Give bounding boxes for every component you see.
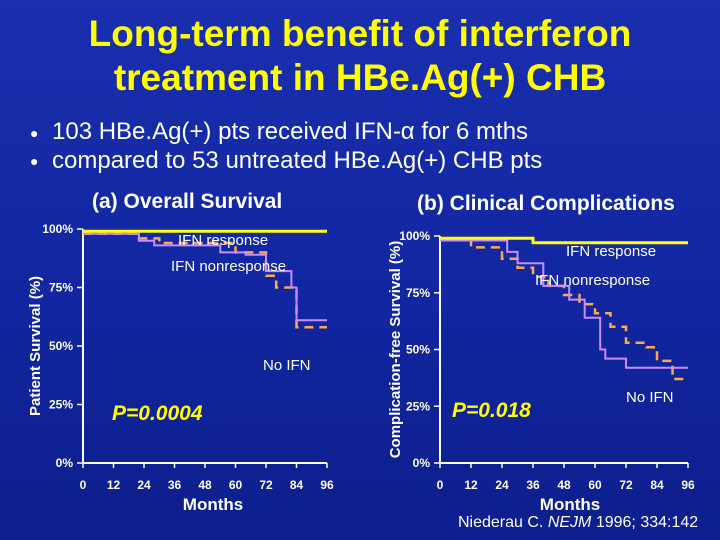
chart-a-y-tick-label: 25% — [49, 398, 73, 412]
chart-a-y-tick-label: 0% — [56, 456, 74, 470]
chart-b-x-tick-label: 0 — [437, 478, 444, 492]
chart-b-x-tick-label: 96 — [681, 478, 695, 492]
bullet-list: ● 103 HBe.Ag(+) pts received IFN-α for 6 … — [30, 118, 542, 175]
chart-a-y-axis-label: Patient Survival (%) — [27, 276, 44, 416]
chart-b-x-tick-label: 72 — [619, 478, 633, 492]
chart-b-x-tick-label: 48 — [557, 478, 571, 492]
bullet-item-1: ● 103 HBe.Ag(+) pts received IFN-α for 6 … — [30, 118, 542, 147]
chart-a-y-tick-label: 100% — [42, 222, 73, 236]
chart-b-y-tick-label: 75% — [406, 286, 430, 300]
chart-a-x-tick-label: 72 — [259, 478, 273, 492]
chart-b-title: (b) Clinical Complications — [417, 192, 675, 215]
chart-a-x-tick-label: 60 — [229, 478, 243, 492]
chart-b-x-tick-label: 12 — [464, 478, 478, 492]
chart-b-y-tick-label: 50% — [406, 343, 430, 357]
chart-b-x-tick-label: 84 — [650, 478, 664, 492]
bullet-text-2: compared to 53 untreated HBe.Ag(+) CHB p… — [52, 146, 543, 174]
citation-journal: NEJM — [547, 514, 592, 531]
citation-author: Niederau C. — [458, 514, 548, 531]
chart-b-annotation-ifn-nonresponse: IFN nonresponse — [535, 272, 650, 289]
chart-a-series-no-ifn — [83, 232, 327, 322]
chart-b-y-axis-label: Complication-free Survival (%) — [387, 241, 404, 459]
chart-b-y-tick-label: 0% — [413, 456, 431, 470]
chart-a-x-tick-label: 48 — [198, 478, 212, 492]
chart-b-series-no-ifn — [440, 239, 688, 369]
chart-b-annotation-no-ifn: No IFN — [626, 389, 674, 406]
title-line-2: treatment in HBe.Ag(+) CHB — [113, 57, 607, 98]
chart-b-x-tick-label: 24 — [495, 478, 509, 492]
chart-b-y-tick-label: 25% — [406, 399, 430, 413]
bullet-item-2: ● compared to 53 untreated HBe.Ag(+) CHB … — [30, 147, 542, 176]
chart-a-y-tick-label: 50% — [49, 339, 73, 353]
bullet-text-1: 103 HBe.Ag(+) pts received IFN-α for 6 m… — [52, 118, 529, 145]
page-title: Long-term benefit of interferon treatmen… — [0, 12, 720, 100]
chart-b-x-tick-label: 60 — [588, 478, 602, 492]
chart-a-x-tick-label: 96 — [320, 478, 334, 492]
chart-a-x-tick-label: 36 — [168, 478, 182, 492]
chart-a-x-tick-label: 12 — [107, 478, 121, 492]
chart-a-y-tick-label: 75% — [49, 281, 73, 295]
chart-a-x-tick-label: 84 — [290, 478, 304, 492]
chart-b-x-axis-label: Months — [540, 495, 600, 514]
chart-a-x-tick-label: 0 — [80, 478, 87, 492]
title-line-1: Long-term benefit of interferon — [88, 13, 632, 54]
bullet-dot-icon: ● — [30, 153, 39, 170]
chart-a-title: (a) Overall Survival — [92, 190, 283, 213]
chart-b-annotation-ifn-response: IFN response — [566, 243, 656, 260]
citation-details: 1996; 334:142 — [591, 514, 699, 531]
chart-a-annotation-no-ifn: No IFN — [263, 357, 311, 374]
chart-a-annotation-ifn-nonresponse: IFN nonresponse — [171, 258, 286, 275]
chart-b-y-tick-label: 100% — [399, 229, 430, 243]
chart-a-x-axis-label: Months — [183, 495, 243, 514]
chart-a-x-tick-label: 24 — [137, 478, 151, 492]
chart-b-p-value: P=0.018 — [452, 399, 531, 422]
chart-a-annotation-ifn-response: IFN response — [178, 232, 268, 249]
bullet-dot-icon: ● — [30, 124, 39, 141]
chart-b-x-tick-label: 36 — [526, 478, 540, 492]
chart-b-series-ifn-response — [440, 236, 688, 245]
chart-a-p-value: P=0.0004 — [112, 402, 203, 425]
citation: Niederau C. NEJM 1996; 334:142 — [458, 514, 698, 532]
